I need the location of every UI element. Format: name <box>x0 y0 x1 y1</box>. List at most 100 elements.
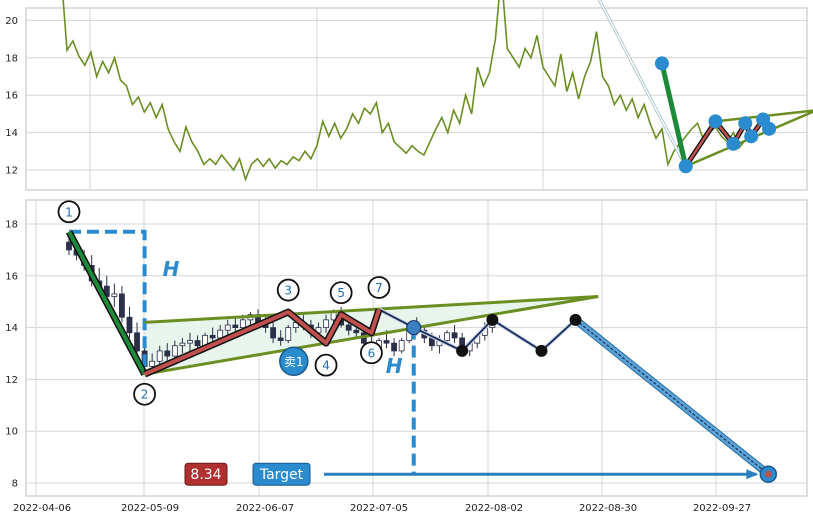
candle-body <box>224 324 231 331</box>
pattern-point-2: 2 <box>133 382 157 406</box>
pattern-point-1: 1 <box>57 200 81 224</box>
overview-pattern-point-2 <box>678 159 693 174</box>
target-path-center <box>575 319 769 475</box>
candle-body <box>119 293 125 318</box>
candle <box>134 322 140 357</box>
target-end-inner <box>764 470 772 478</box>
overview-pattern-point-3 <box>708 114 723 129</box>
h-measure-upper <box>69 229 147 375</box>
candle-body <box>323 319 329 328</box>
h-label-lower: H <box>386 354 403 378</box>
candle <box>126 306 133 338</box>
overview-arrow-outline <box>597 0 688 167</box>
upper-trend-line <box>144 295 599 324</box>
pattern-point-label: 6 <box>368 346 376 360</box>
overview-pattern-point-8 <box>762 121 777 136</box>
candle-body <box>232 324 239 329</box>
pattern-point-circle <box>367 276 391 299</box>
overview-y-tick-label: 12 <box>5 166 18 177</box>
overview-y-tick-label: 16 <box>5 91 18 102</box>
pattern-point-label: 4 <box>322 359 330 373</box>
x-tick-label: 2022-05-09 <box>121 503 179 514</box>
candle-body <box>149 360 156 367</box>
candle-body <box>171 345 178 357</box>
y-tick-label: 8 <box>12 479 18 490</box>
pattern-point-3: 3 <box>276 278 300 302</box>
candle <box>391 337 397 357</box>
candle-body <box>134 332 140 352</box>
candle-body <box>444 332 450 341</box>
projection-node <box>569 313 582 326</box>
pattern-point-label: 2 <box>141 388 149 402</box>
y-tick-label: 12 <box>5 375 18 386</box>
y-tick-label: 14 <box>5 323 18 334</box>
sell-marker <box>279 346 309 377</box>
pattern-point-circle <box>133 382 157 406</box>
pattern-point-label: 7 <box>375 281 383 295</box>
x-tick-label: 2022-06-07 <box>236 503 294 514</box>
candle-body <box>285 327 292 341</box>
pattern-point-label: 1 <box>65 205 73 219</box>
candle-body <box>270 327 277 339</box>
candle-body <box>217 329 224 339</box>
x-tick-label: 2022-04-06 <box>13 503 71 514</box>
candle-body <box>345 324 352 331</box>
candle <box>277 330 284 346</box>
candle <box>119 286 125 323</box>
candle <box>270 322 277 344</box>
overview-frame <box>25 7 808 191</box>
sell-marker-label: 卖1 <box>284 355 304 369</box>
pattern-point-4: 4 <box>314 353 338 377</box>
wave-line <box>143 308 381 377</box>
candle <box>451 325 458 344</box>
pattern-point-circle <box>57 200 81 224</box>
candle-body <box>111 293 118 297</box>
x-tick-label: 2022-07-05 <box>350 503 408 514</box>
overview-price-line <box>62 0 758 182</box>
candle-body <box>451 332 458 339</box>
projection-node <box>486 313 499 326</box>
candle <box>323 314 329 333</box>
candle-body <box>66 241 72 251</box>
pattern-point-circle <box>359 341 383 365</box>
overview-pattern-point-5 <box>738 116 753 131</box>
overview-pattern-point-1 <box>654 56 669 71</box>
overview-arrow <box>598 0 687 167</box>
pattern-point-circle <box>329 281 353 305</box>
candle-body <box>391 342 397 352</box>
pattern-point-label: 5 <box>337 286 345 300</box>
candle-body <box>187 340 193 344</box>
overview-pattern-point-6 <box>744 129 759 144</box>
y-tick-label: 16 <box>5 271 18 282</box>
h-label-upper: H <box>163 257 180 281</box>
candle <box>209 327 216 344</box>
overview-down-leg <box>659 62 689 167</box>
target-value-badge <box>184 462 228 486</box>
candle <box>187 332 193 351</box>
target-badge-text: Target <box>259 467 304 483</box>
pattern-point-circle <box>276 278 300 302</box>
candle-body <box>239 319 246 328</box>
pattern-point-label: 3 <box>284 284 292 298</box>
candle-body <box>353 329 360 334</box>
candle <box>232 317 239 333</box>
candle-body <box>179 342 186 347</box>
x-tick-label: 2022-08-30 <box>579 503 637 514</box>
candle-body <box>277 337 284 341</box>
overview-pattern-point-4 <box>726 136 741 151</box>
candle <box>285 325 292 344</box>
candle <box>164 343 171 362</box>
pattern-point-circle <box>314 353 338 377</box>
pattern-point-6: 6 <box>359 341 383 365</box>
pattern-point-7: 7 <box>367 276 391 299</box>
projection-node <box>535 344 548 357</box>
overview-y-tick-label: 18 <box>5 53 18 64</box>
target-value-text: 8.34 <box>190 467 221 483</box>
candle-body <box>398 340 405 352</box>
candle <box>179 337 186 354</box>
candle <box>171 340 178 359</box>
overview-y-tick-label: 20 <box>5 16 18 27</box>
